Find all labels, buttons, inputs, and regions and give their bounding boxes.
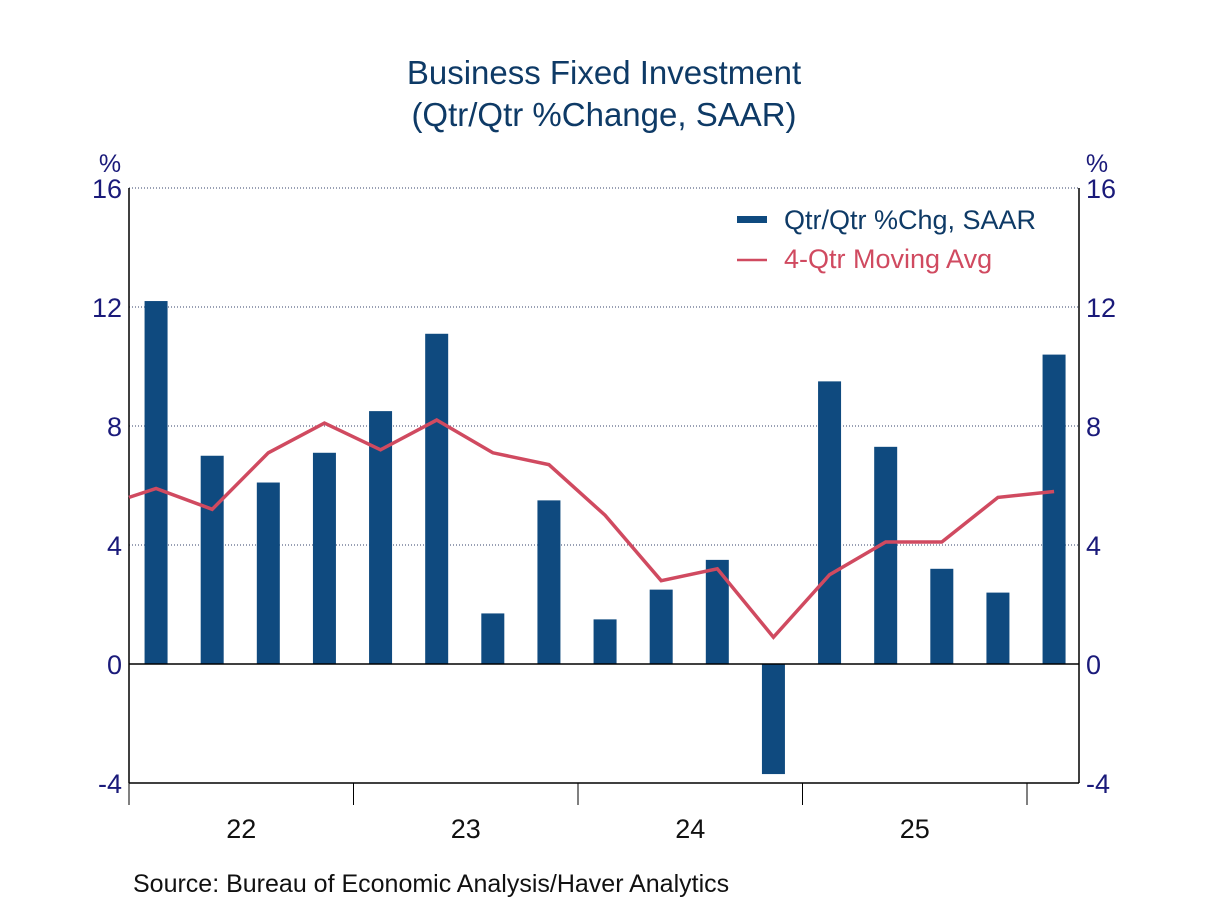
bar xyxy=(705,559,729,664)
y-tick-label-left: 0 xyxy=(107,650,122,680)
bar xyxy=(481,613,505,664)
legend-label-line: 4-Qtr Moving Avg xyxy=(784,244,992,274)
x-tick-label: 22 xyxy=(226,814,256,844)
y-tick-label-left: 8 xyxy=(107,412,122,442)
y-tick-label-left: 4 xyxy=(107,531,122,561)
bar xyxy=(986,592,1010,664)
y-unit-right: % xyxy=(1086,150,1108,178)
bar xyxy=(1042,354,1066,664)
y-tick-label-right: 0 xyxy=(1086,650,1101,680)
y-tick-label-left: 16 xyxy=(92,174,122,204)
bar xyxy=(537,500,561,664)
moving-average-line xyxy=(128,418,1055,640)
bar xyxy=(649,589,673,664)
source-note: Source: Bureau of Economic Analysis/Have… xyxy=(133,870,730,898)
bar xyxy=(369,411,393,664)
x-tick-label: 25 xyxy=(900,814,930,844)
x-tick-label: 24 xyxy=(675,814,705,844)
y-unit-left: % xyxy=(99,150,121,178)
y-tick-label-right: 16 xyxy=(1086,174,1116,204)
legend-swatch-bars xyxy=(737,216,767,223)
chart-subtitle: (Qtr/Qtr %Change, SAAR) xyxy=(411,96,797,133)
bar xyxy=(425,333,449,664)
bar xyxy=(874,446,898,664)
bar xyxy=(593,619,617,664)
x-tick-label: 23 xyxy=(451,814,481,844)
y-tick-label-left: 12 xyxy=(92,293,122,323)
y-tick-label-left: -4 xyxy=(98,769,122,799)
bar xyxy=(312,452,336,664)
y-tick-label-right: 8 xyxy=(1086,412,1101,442)
bar xyxy=(761,664,785,775)
bar xyxy=(930,568,954,664)
y-tick-label-right: -4 xyxy=(1086,769,1110,799)
bar xyxy=(200,455,224,664)
bar xyxy=(818,381,842,664)
bar xyxy=(144,301,168,664)
y-tick-label-right: 12 xyxy=(1086,293,1116,323)
y-tick-label-right: 4 xyxy=(1086,531,1101,561)
chart-title: Business Fixed Investment xyxy=(406,54,802,91)
legend-label-bars: Qtr/Qtr %Chg, SAAR xyxy=(784,205,1036,235)
bar xyxy=(256,482,280,664)
